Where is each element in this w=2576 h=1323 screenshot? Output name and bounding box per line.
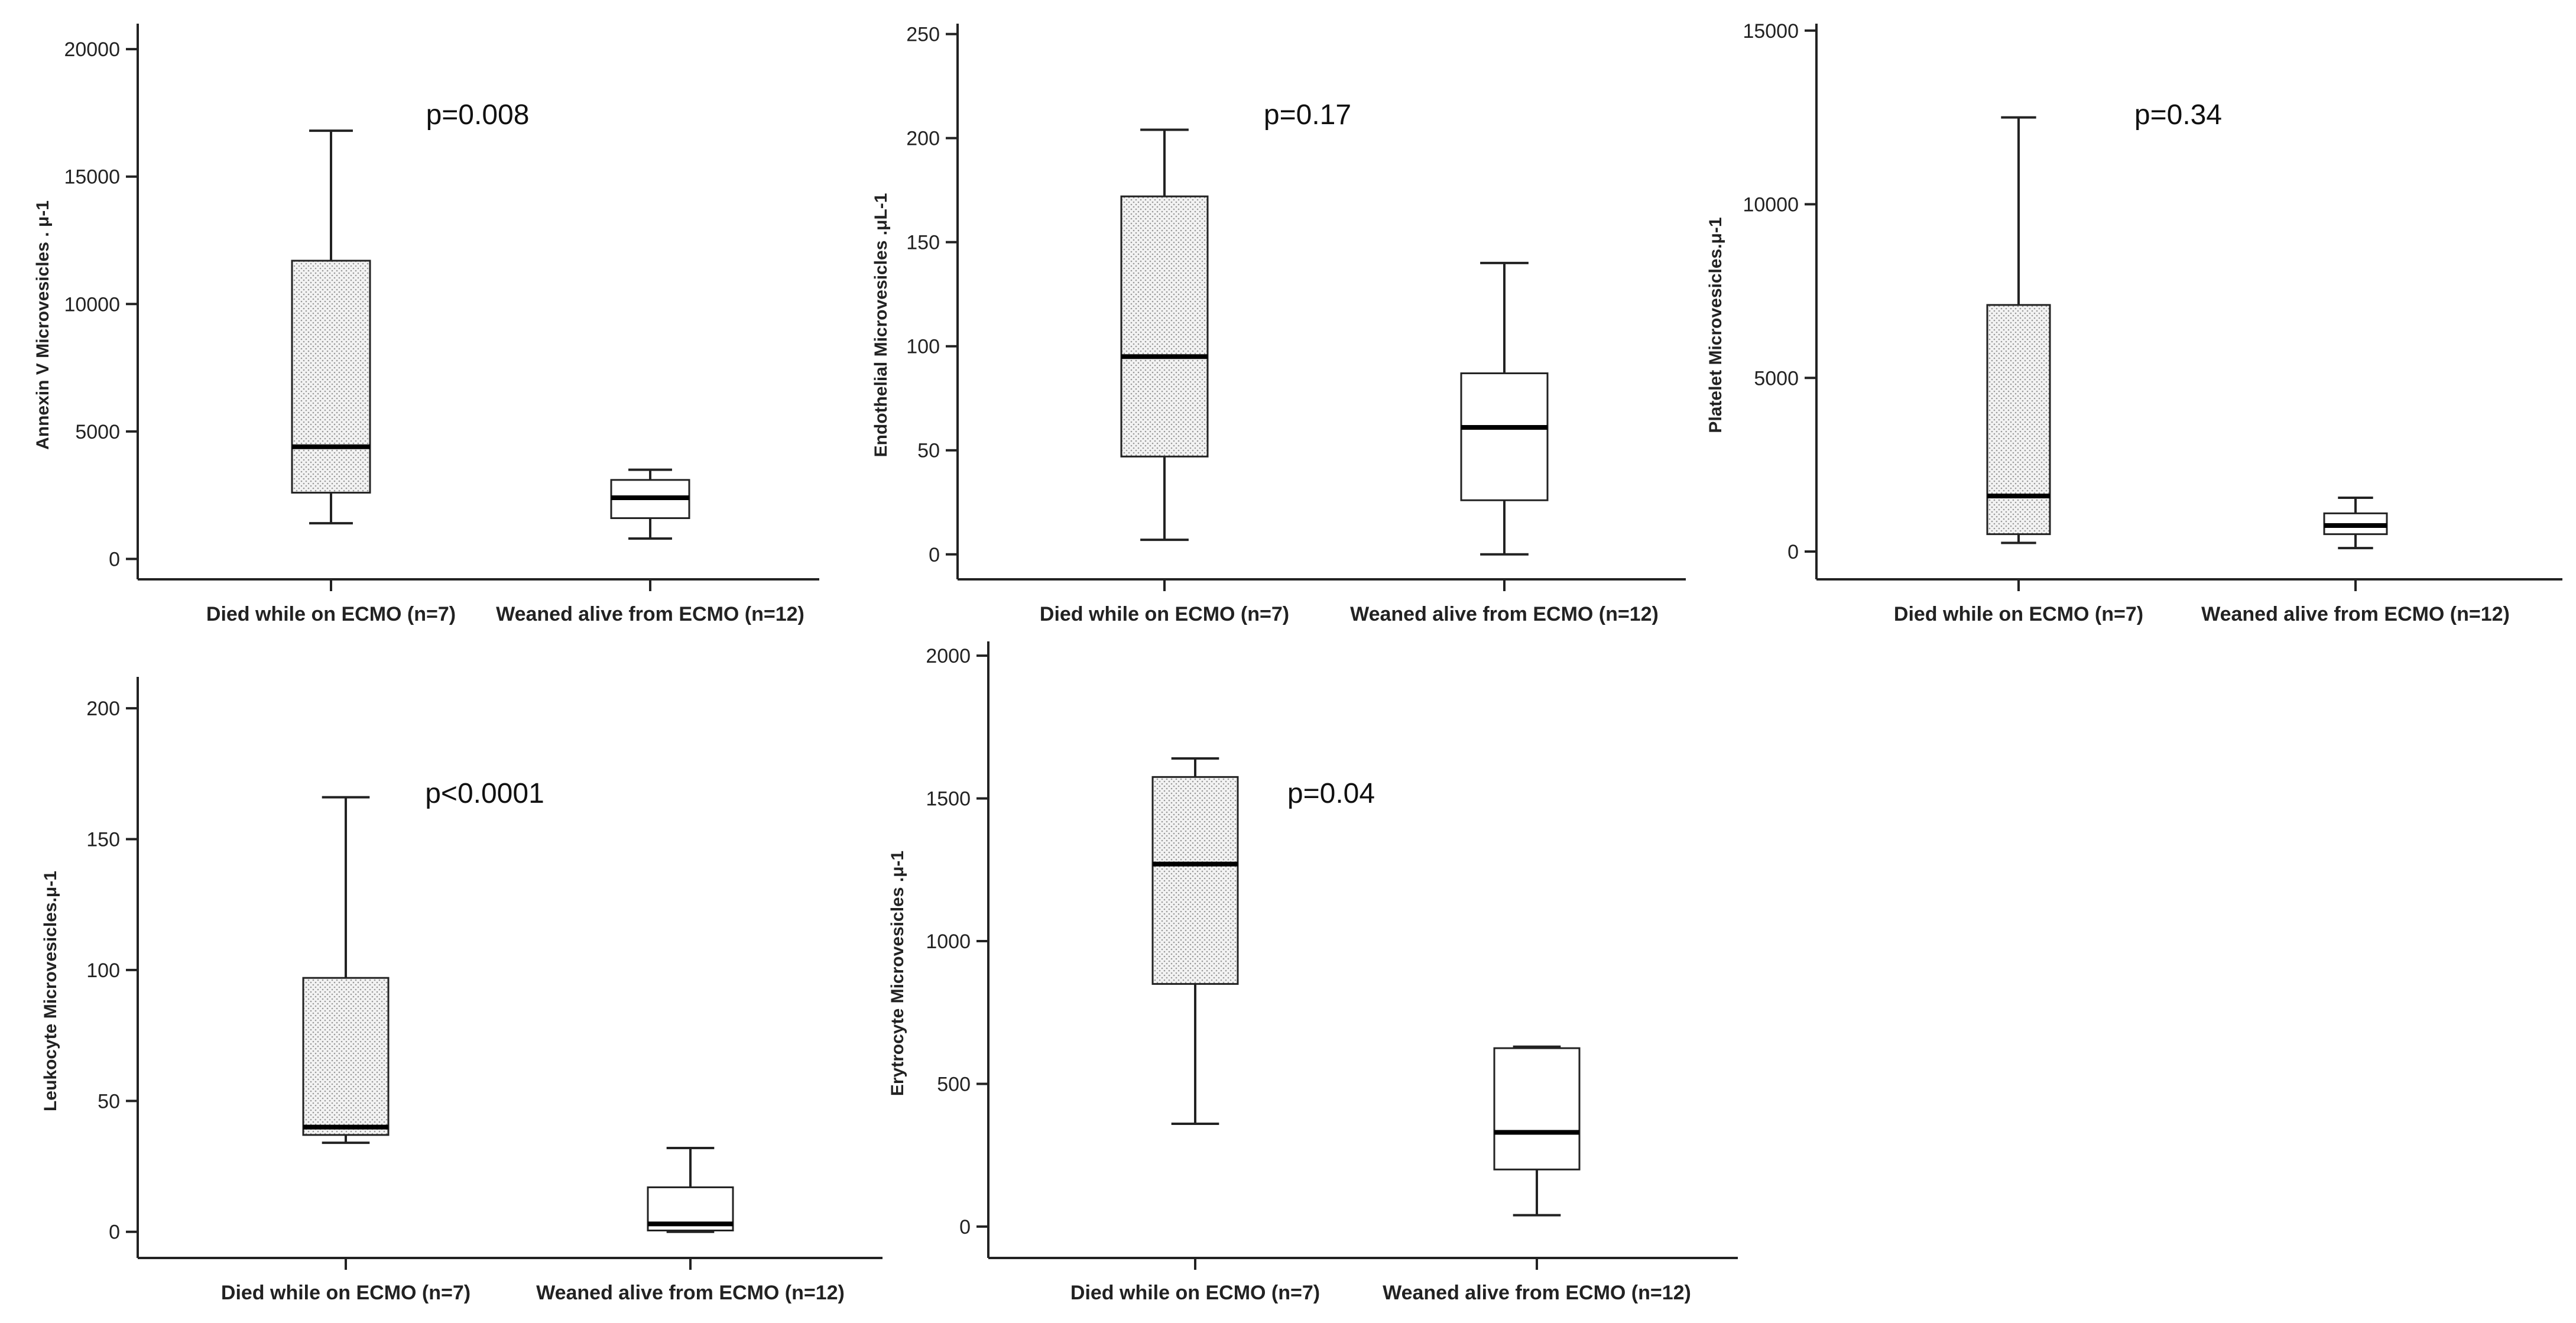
y-tick-label: 250 <box>906 24 940 46</box>
box-plot-died <box>1986 116 2051 544</box>
iqr-box <box>291 260 371 494</box>
y-tick-label: 50 <box>917 440 940 462</box>
y-tick-label: 10000 <box>1743 194 1799 216</box>
p-value-annotation: p=0.008 <box>426 99 530 131</box>
y-tick-label: 500 <box>937 1073 971 1095</box>
box-plot-died <box>302 796 390 1144</box>
y-tick-label: 100 <box>86 959 120 982</box>
x-category-label: Died while on ECMO (n=7) <box>1894 603 2143 625</box>
x-category-label: Weaned alive from ECMO (n=12) <box>536 1282 845 1304</box>
y-tick-label: 0 <box>109 549 120 571</box>
x-category-label: Weaned alive from ECMO (n=12) <box>1383 1282 1691 1304</box>
y-axis-label: Annexin V Microvesicles . μ-1 <box>33 200 53 450</box>
iqr-box <box>1151 776 1239 985</box>
x-category-label: Died while on ECMO (n=7) <box>206 603 456 625</box>
y-tick-label: 200 <box>906 128 940 150</box>
iqr-box <box>1986 304 2051 536</box>
y-axis-label: Platelet Microvesicles.μ-1 <box>1706 217 1725 433</box>
chart-panel-3: 0 5000 10000 15000 Platelet Microvesicles.μ-… <box>1706 20 2562 625</box>
y-tick-label: 10000 <box>64 293 120 316</box>
p-value-annotation: p=0.04 <box>1287 778 1375 809</box>
x-category-label: Weaned alive from ECMO (n=12) <box>1350 603 1659 625</box>
y-tick-label: 5000 <box>75 421 120 443</box>
y-tick-label: 150 <box>86 829 120 851</box>
y-axis-label: Leukocyte Microvesicles.μ-1 <box>41 871 60 1111</box>
iqr-box <box>1493 1047 1581 1170</box>
y-tick-label: 20000 <box>64 38 120 61</box>
y-tick-label: 200 <box>86 698 120 720</box>
y-tick-label: 0 <box>929 544 940 566</box>
y-tick-label: 1500 <box>926 788 971 810</box>
chart-panel-5: 0 500 1000 1500 2000 Erytrocyte Microvesicles… <box>888 641 1738 1304</box>
iqr-box <box>1120 195 1209 458</box>
y-tick-label: 15000 <box>64 166 120 189</box>
x-category-label: Weaned alive from ECMO (n=12) <box>496 603 804 625</box>
p-value-annotation: p=0.17 <box>1264 99 1351 131</box>
y-tick-label: 15000 <box>1743 20 1799 43</box>
y-tick-label: 0 <box>959 1216 971 1238</box>
box-plot-weaned <box>610 468 690 540</box>
y-tick-label: 150 <box>906 232 940 254</box>
y-axis-label: Erytrocyte Microvesicles .μ-1 <box>888 851 907 1096</box>
x-category-label: Died while on ECMO (n=7) <box>1070 1282 1320 1304</box>
y-tick-label: 0 <box>109 1221 120 1244</box>
x-category-label: Died while on ECMO (n=7) <box>221 1282 471 1304</box>
box-plot-died <box>291 129 371 525</box>
y-tick-label: 5000 <box>1754 367 1799 390</box>
box-plot-weaned <box>2323 496 2388 550</box>
p-value-annotation: p=0.34 <box>2134 99 2222 131</box>
y-tick-label: 100 <box>906 336 940 358</box>
y-tick-label: 50 <box>98 1090 120 1113</box>
y-tick-label: 2000 <box>926 645 971 667</box>
chart-panel-2: 0 50 100 150 200 250 Endothelial Microvesicles… <box>871 24 1686 625</box>
box-plot-died <box>1151 757 1239 1126</box>
box-plot-weaned <box>1493 1045 1581 1217</box>
chart-panel-1: 0 5000 10000 15000 20000 Annexin V Microvesic… <box>33 24 819 625</box>
iqr-box <box>1460 372 1549 501</box>
box-plot-died <box>1120 128 1209 541</box>
chart-panel-4: 0 50 100 150 200 Leukocyte Microvesicles.μ-1 p… <box>41 677 883 1304</box>
iqr-box <box>302 977 390 1136</box>
y-tick-label: 1000 <box>926 930 971 953</box>
x-category-label: Died while on ECMO (n=7) <box>1040 603 1289 625</box>
box-plot-weaned <box>647 1147 734 1233</box>
box-plot-weaned <box>1460 261 1549 556</box>
y-tick-label: 0 <box>1787 541 1799 563</box>
p-value-annotation: p<0.0001 <box>425 778 544 809</box>
y-axis-label: Endothelial Microvesicles .μL-1 <box>871 193 891 458</box>
x-category-label: Weaned alive from ECMO (n=12) <box>2201 603 2510 625</box>
